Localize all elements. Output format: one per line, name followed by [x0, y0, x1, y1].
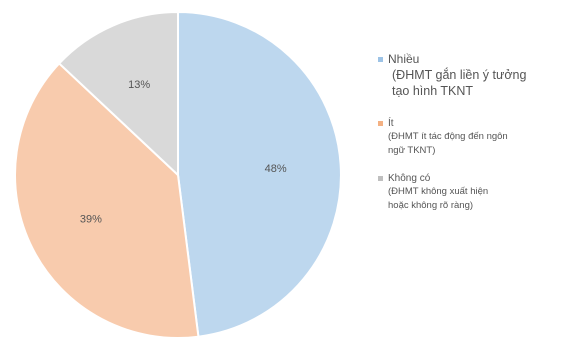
legend: Nhiều (ĐHMT gắn liền ý tưởng tạo hình TK… [378, 52, 583, 213]
data-label-nhieu: 48% [265, 163, 287, 175]
legend-description-nhieu: (ĐHMT gắn liền ý tưởng tạo hình TKNT [392, 68, 527, 98]
data-label-khong-co: 13% [128, 79, 150, 91]
pie-chart-plot: 48% 39% 13% [14, 10, 342, 338]
legend-description-it: (ĐHMT ít tác động đến ngôn ngữ TKNT) [388, 131, 508, 156]
legend-item-khong-co: Không có (ĐHMT không xuất hiện hoặc khôn… [378, 172, 583, 213]
legend-item-it: Ít (ĐHMT ít tác động đến ngôn ngữ TKNT) [378, 117, 583, 158]
legend-label-khong-co: Không có [388, 173, 431, 184]
legend-label-nhieu: Nhiều [388, 52, 420, 66]
legend-marker-khong-co [378, 176, 383, 181]
legend-marker-nhieu [378, 57, 383, 62]
legend-description-khong-co: (ĐHMT không xuất hiện hoặc không rõ ràng… [388, 186, 489, 211]
legend-marker-it [378, 121, 383, 126]
pie-slice-it [14, 62, 200, 338]
legend-label-it: Ít [388, 118, 394, 129]
legend-item-nhieu: Nhiều (ĐHMT gắn liền ý tưởng tạo hình TK… [378, 52, 583, 99]
pie-slice-khong-co [57, 10, 179, 178]
pie-slice-nhieu [177, 10, 342, 338]
data-label-it: 39% [80, 213, 102, 225]
